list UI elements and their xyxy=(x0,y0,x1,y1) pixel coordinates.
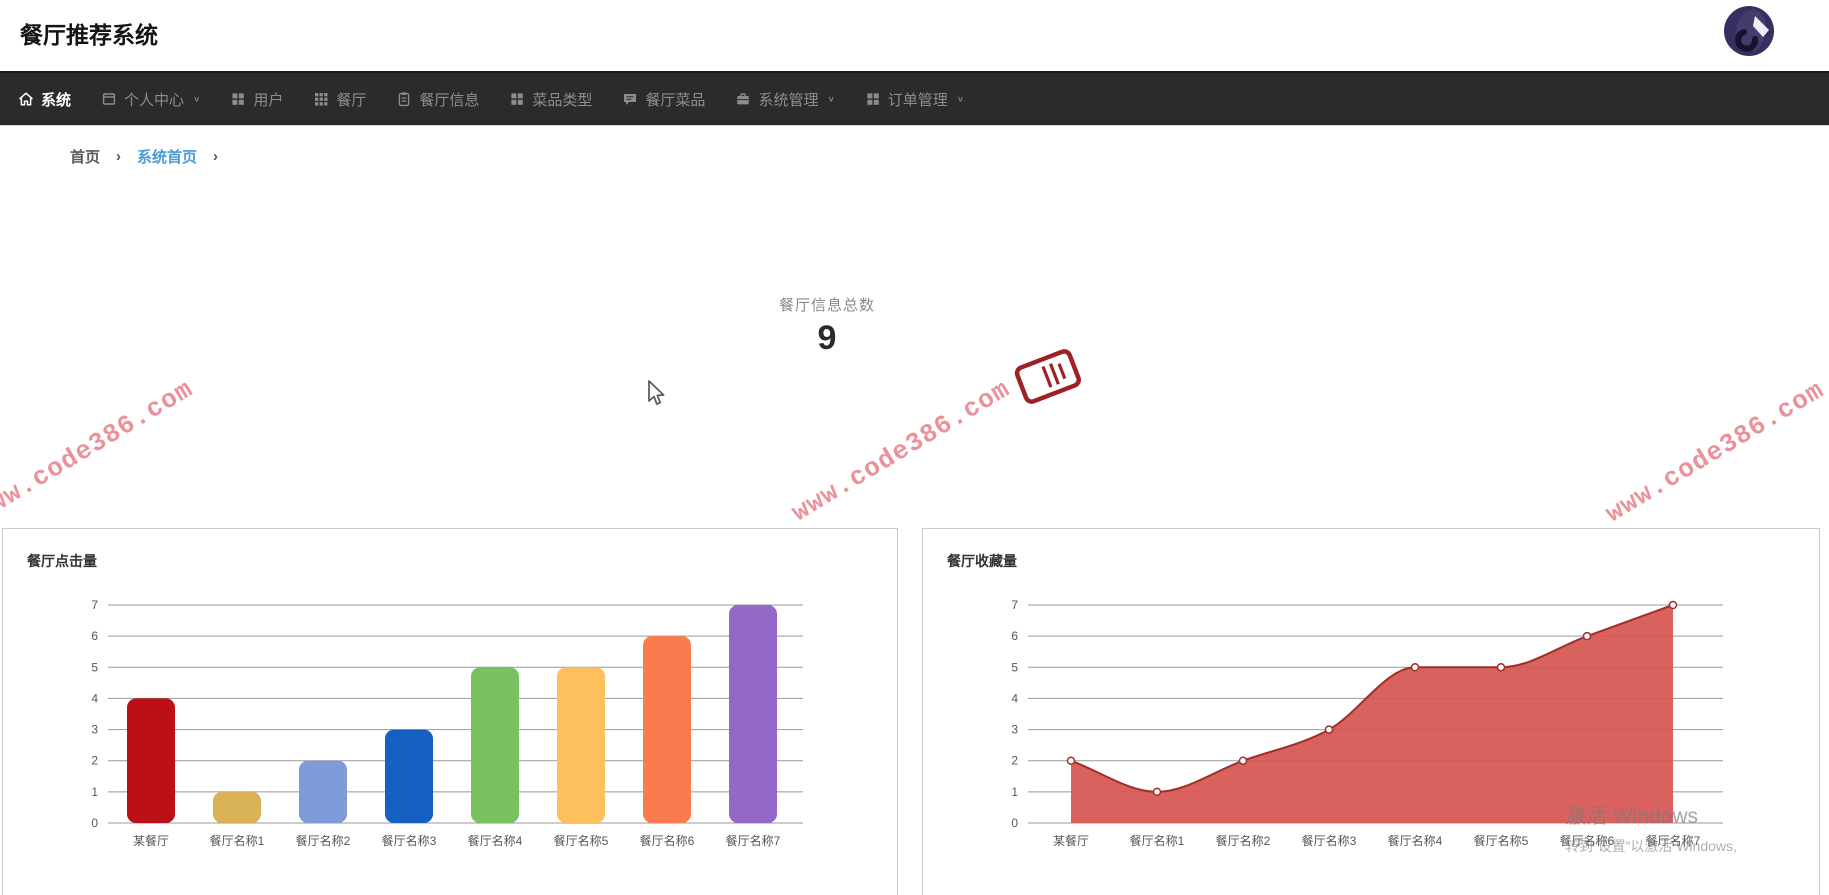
svg-text:0: 0 xyxy=(91,816,98,830)
nav-item-label: 餐厅菜品 xyxy=(645,91,706,109)
favorites-chart-panel: 0 1 2 3 4 5 6 7 某餐厅 餐厅名称1 餐厅名称2 餐厅名称3 餐厅名称4 餐厅名称5 餐厅名称… xyxy=(922,528,1820,895)
nav-item-8[interactable]: 系统管理 ∨ xyxy=(735,89,835,110)
nav-item-9[interactable]: 订单管理 ∨ xyxy=(865,89,964,110)
svg-text:3: 3 xyxy=(91,723,98,737)
nav-item-4[interactable]: 餐厅 xyxy=(313,89,366,110)
svg-text:某餐厅: 某餐厅 xyxy=(1053,833,1089,848)
stat-value: 9 xyxy=(817,319,837,357)
nav-item-label: 订单管理 xyxy=(887,91,948,109)
svg-text:餐厅名称3: 餐厅名称3 xyxy=(382,833,437,848)
breadcrumb-item[interactable]: 首页 xyxy=(70,149,101,166)
svg-text:7: 7 xyxy=(91,598,98,612)
svg-text:0: 0 xyxy=(1011,816,1018,830)
stat-label: 餐厅信息总数 xyxy=(778,297,876,314)
nav-item-label: 系统 xyxy=(41,91,72,109)
svg-text:餐厅名称4: 餐厅名称4 xyxy=(468,833,523,848)
svg-text:1: 1 xyxy=(1011,785,1018,799)
nav-item-label: 菜品类型 xyxy=(532,91,593,109)
chevron-down-icon: ∨ xyxy=(956,94,965,104)
svg-text:1: 1 xyxy=(91,785,98,799)
svg-text:4: 4 xyxy=(91,691,98,705)
svg-text:餐厅名称2: 餐厅名称2 xyxy=(296,833,351,848)
restaurant-info-total-stat: 餐厅信息总数 9 xyxy=(779,294,875,358)
grid4-icon xyxy=(865,91,881,107)
svg-text:餐厅名称1: 餐厅名称1 xyxy=(210,833,265,848)
svg-text:6: 6 xyxy=(91,629,98,643)
chart-title-clicks: 餐厅点击量 xyxy=(27,553,97,569)
nav-item-3[interactable]: 用户 xyxy=(230,89,283,110)
nav-item-1[interactable]: 系统 xyxy=(18,89,71,110)
main-navbar: 系统 个人中心 ∨ 用户 餐厅 餐厅信息 菜品类型 餐厅菜品 系统管理 ∨ 订单管理 ∨ xyxy=(0,71,1829,126)
brand-logo-avatar[interactable] xyxy=(1722,4,1776,58)
window-icon xyxy=(101,91,117,107)
home-icon xyxy=(18,91,34,107)
nav-item-label: 餐厅 xyxy=(336,91,367,109)
nav-item-7[interactable]: 餐厅菜品 xyxy=(622,89,705,110)
svg-text:餐厅名称3: 餐厅名称3 xyxy=(1302,833,1357,848)
breadcrumb-separator-icon: › xyxy=(116,148,122,165)
chat-icon xyxy=(622,91,638,107)
svg-text:4: 4 xyxy=(1011,691,1018,705)
app-title: 餐厅推荐系统 xyxy=(20,22,158,48)
svg-text:餐厅名称7: 餐厅名称7 xyxy=(726,833,781,848)
svg-text:7: 7 xyxy=(1011,598,1018,612)
svg-text:餐厅名称6: 餐厅名称6 xyxy=(640,833,695,848)
chart-title-favorites: 餐厅收藏量 xyxy=(947,553,1017,569)
breadcrumb-separator-icon: › xyxy=(213,148,219,165)
svg-text:餐厅名称5: 餐厅名称5 xyxy=(1474,833,1529,848)
svg-text:5: 5 xyxy=(1011,660,1018,674)
nav-item-5[interactable]: 餐厅信息 xyxy=(396,89,479,110)
svg-text:2: 2 xyxy=(91,754,98,768)
clipboard-icon xyxy=(396,91,412,107)
breadcrumb: 首页 › 系统首页 › xyxy=(70,146,218,167)
chevron-down-icon: ∨ xyxy=(193,94,201,104)
grid9-icon xyxy=(313,91,329,107)
site-watermark: www.code386.com xyxy=(0,374,199,528)
nav-item-label: 个人中心 xyxy=(124,91,185,109)
briefcase-icon xyxy=(735,91,751,107)
mouse-cursor xyxy=(648,380,665,405)
svg-text:餐厅名称5: 餐厅名称5 xyxy=(554,833,609,848)
svg-text:3: 3 xyxy=(1011,723,1018,737)
nav-item-6[interactable]: 菜品类型 xyxy=(509,89,592,110)
app-header: 餐厅推荐系统 xyxy=(0,0,1829,71)
area-chart-svg: 0 1 2 3 4 5 6 7 某餐厅 餐厅名称1 餐厅名称2 餐厅名称3 餐厅名称4 餐厅名称5 餐厅名称… xyxy=(1011,598,1723,848)
svg-text:某餐厅: 某餐厅 xyxy=(133,833,169,848)
grid4-icon xyxy=(509,91,525,107)
nav-item-label: 系统管理 xyxy=(758,91,819,109)
svg-text:餐厅名称7: 餐厅名称7 xyxy=(1646,833,1701,848)
svg-text:餐厅名称6: 餐厅名称6 xyxy=(1560,833,1615,848)
chevron-down-icon: ∨ xyxy=(827,94,835,104)
nav-item-label: 餐厅信息 xyxy=(419,91,480,109)
svg-text:餐厅名称1: 餐厅名称1 xyxy=(1130,833,1185,848)
nav-item-2[interactable]: 个人中心 ∨ xyxy=(101,89,200,110)
svg-text:餐厅名称2: 餐厅名称2 xyxy=(1216,833,1271,848)
site-watermark: www.code386.com xyxy=(1600,375,1829,529)
nav-item-label: 用户 xyxy=(253,91,284,109)
svg-text:5: 5 xyxy=(91,660,98,674)
red-document-icon xyxy=(1014,349,1081,404)
clicks-chart-panel: 0 1 2 3 4 5 6 7 某餐厅 餐厅名称1 餐厅名称2 餐厅名称3 餐厅名称4 餐厅名称5 餐厅名称… xyxy=(2,528,898,895)
svg-text:6: 6 xyxy=(1011,629,1018,643)
site-watermark: www.code386.com xyxy=(786,374,1016,528)
svg-text:2: 2 xyxy=(1011,754,1018,768)
svg-text:餐厅名称4: 餐厅名称4 xyxy=(1388,833,1443,848)
grid4-icon xyxy=(230,91,246,107)
breadcrumb-item[interactable]: 系统首页 xyxy=(137,149,198,166)
bar-chart-svg: 0 1 2 3 4 5 6 7 某餐厅 餐厅名称1 餐厅名称2 餐厅名称3 餐厅名称4 餐厅名称5 餐厅名称… xyxy=(91,598,803,848)
